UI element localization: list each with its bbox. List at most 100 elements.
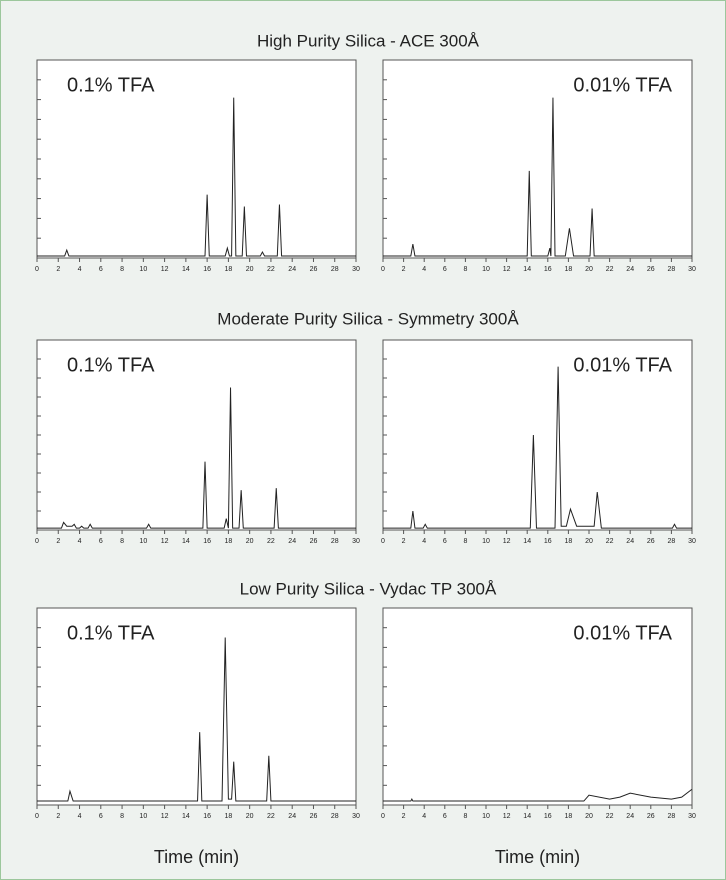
x-tick-label: 10 [139,266,147,273]
x-tick-label: 0 [35,813,39,820]
chart-title: 0.01% TFA [573,74,672,96]
trace [383,788,693,802]
x-tick-label: 14 [182,813,190,820]
x-tick-label: 8 [463,266,467,273]
section-title: High Purity Silica - ACE 300Å [257,31,480,50]
x-tick-label: 6 [443,813,447,820]
x-tick-label: 24 [288,538,296,545]
x-tick-label: 22 [267,813,275,820]
x-tick-label: 10 [482,266,490,273]
x-tick-label: 20 [246,538,254,545]
x-tick-label: 12 [161,538,169,545]
x-tick-label: 30 [688,266,696,273]
x-tick-label: 8 [120,813,124,820]
x-tick-label: 4 [78,813,82,820]
x-tick-label: 26 [647,538,655,545]
x-tick-label: 14 [523,266,531,273]
x-tick-label: 20 [246,813,254,820]
x-tick-label: 2 [402,813,406,820]
chart-title: 0.1% TFA [67,74,155,96]
x-tick-label: 2 [56,813,60,820]
x-tick-label: 20 [585,538,593,545]
x-tick-label: 0 [35,538,39,545]
x-tick-label: 28 [331,266,339,273]
x-tick-label: 8 [463,813,467,820]
x-tick-label: 24 [626,266,634,273]
x-tick-label: 18 [565,538,573,545]
x-tick-label: 16 [544,538,552,545]
x-tick-label: 6 [99,266,103,273]
x-tick-label: 10 [139,813,147,820]
x-tick-label: 28 [331,813,339,820]
x-tick-label: 8 [463,538,467,545]
x-axis-label: Time (min) [495,847,580,867]
x-tick-label: 24 [288,266,296,273]
chart-title: 0.01% TFA [573,354,672,376]
x-tick-label: 12 [161,813,169,820]
x-tick-label: 2 [56,266,60,273]
trace [37,387,356,529]
x-tick-label: 26 [310,813,318,820]
x-tick-label: 30 [352,266,360,273]
plot-area [36,607,357,806]
x-tick-label: 10 [482,538,490,545]
x-tick-label: 28 [668,266,676,273]
x-tick-label: 14 [182,266,190,273]
x-tick-label: 4 [422,813,426,820]
x-tick-label: 6 [99,813,103,820]
plot-area [382,339,693,531]
x-tick-label: 16 [544,266,552,273]
x-tick-label: 4 [78,266,82,273]
trace [383,366,692,529]
x-tick-label: 0 [381,538,385,545]
chart-title: 0.1% TFA [67,354,155,376]
x-tick-label: 2 [402,538,406,545]
section-title: Low Purity Silica - Vydac TP 300Å [240,579,497,598]
x-tick-label: 26 [647,813,655,820]
plot-area [36,339,357,531]
x-tick-label: 12 [161,266,169,273]
x-tick-label: 18 [565,813,573,820]
x-tick-label: 20 [585,813,593,820]
plot-area [382,59,693,259]
x-tick-label: 30 [688,538,696,545]
x-tick-label: 6 [443,538,447,545]
x-tick-label: 20 [585,266,593,273]
x-tick-label: 26 [310,538,318,545]
plot-area [36,59,357,259]
x-tick-label: 30 [352,538,360,545]
x-tick-label: 22 [606,538,614,545]
x-tick-label: 28 [668,813,676,820]
x-tick-label: 8 [120,538,124,545]
x-tick-label: 22 [267,538,275,545]
x-tick-label: 0 [381,813,385,820]
x-tick-label: 20 [246,266,254,273]
x-tick-label: 16 [203,538,211,545]
x-tick-label: 28 [331,538,339,545]
x-tick-label: 14 [182,538,190,545]
x-tick-label: 24 [288,813,296,820]
x-tick-label: 4 [422,538,426,545]
x-tick-label: 10 [482,813,490,820]
x-tick-label: 16 [203,813,211,820]
x-tick-label: 26 [647,266,655,273]
x-tick-label: 22 [606,813,614,820]
x-tick-label: 24 [626,813,634,820]
x-tick-label: 30 [352,813,360,820]
x-tick-label: 10 [139,538,147,545]
section-title: Moderate Purity Silica - Symmetry 300Å [217,309,519,328]
x-tick-label: 6 [443,266,447,273]
trace [37,97,356,257]
x-tick-label: 4 [422,266,426,273]
x-tick-label: 18 [225,266,233,273]
x-tick-label: 24 [626,538,634,545]
x-axis-label: Time (min) [154,847,239,867]
x-tick-label: 22 [267,266,275,273]
x-tick-label: 2 [56,538,60,545]
chart-title: 0.01% TFA [573,622,672,644]
x-tick-label: 0 [35,266,39,273]
chart-title: 0.1% TFA [67,622,155,644]
x-tick-label: 22 [606,266,614,273]
x-tick-label: 26 [310,266,318,273]
